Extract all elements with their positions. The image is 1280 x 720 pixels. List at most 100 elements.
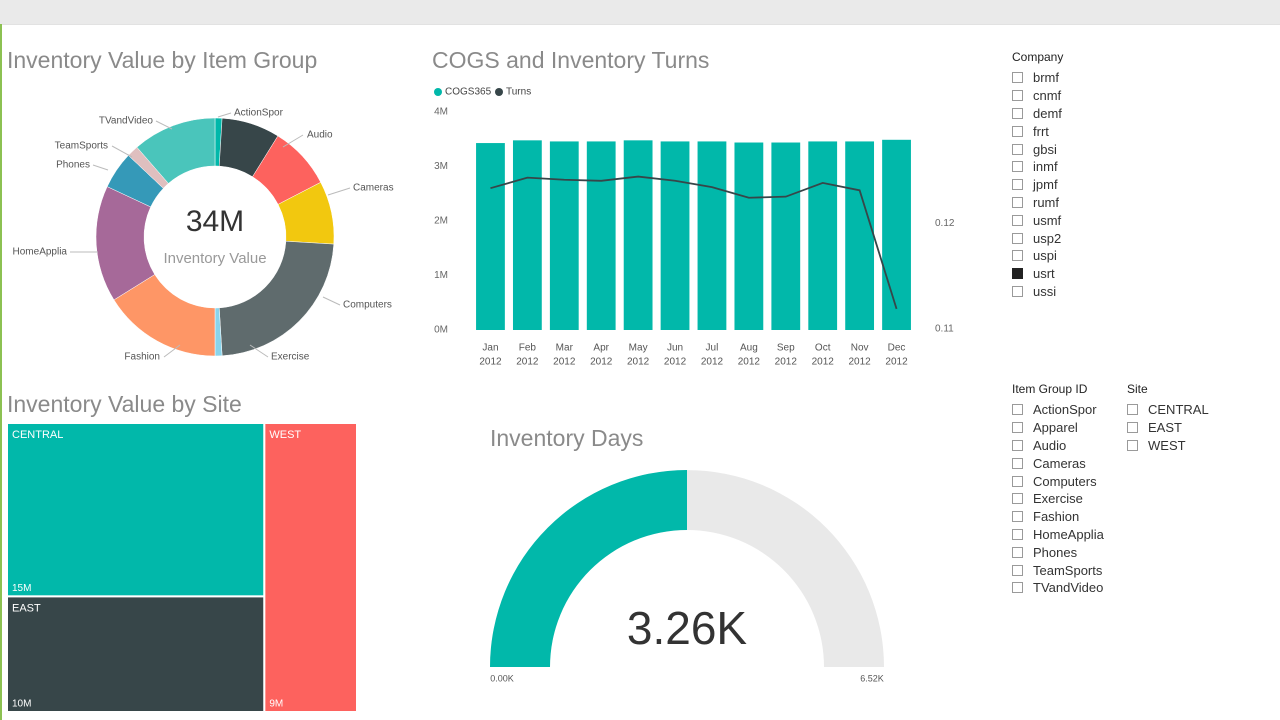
combo-x-year: 2012	[479, 357, 502, 368]
company-slicer-checkbox[interactable]	[1012, 232, 1023, 244]
site-slicer-item-east[interactable]: EAST	[1127, 419, 1209, 437]
combo-x-year: 2012	[701, 357, 724, 368]
item-group-slicer-item-cameras[interactable]: Cameras	[1012, 454, 1104, 472]
company-slicer-item-gbsi[interactable]: gbsi	[1012, 140, 1063, 158]
combo-x-year: 2012	[775, 357, 798, 368]
company-slicer-item-usp2[interactable]: usp2	[1012, 229, 1063, 247]
site-slicer-title: Site	[1127, 382, 1148, 396]
combo-bar-oct[interactable]	[808, 141, 838, 330]
company-slicer-checkbox[interactable]	[1012, 143, 1023, 155]
combo-bar-apr[interactable]	[586, 141, 616, 330]
item-group-slicer-checkbox[interactable]	[1012, 564, 1023, 576]
company-slicer-checkbox[interactable]	[1012, 72, 1023, 84]
item-group-slicer-checkbox[interactable]	[1012, 404, 1023, 416]
item-group-slicer-item-computers[interactable]: Computers	[1012, 472, 1104, 490]
item-group-slicer-title: Item Group ID	[1012, 382, 1088, 396]
combo-x-month: Oct	[815, 343, 831, 354]
company-slicer-checkbox[interactable]	[1012, 214, 1023, 226]
item-group-slicer-checkbox[interactable]	[1012, 582, 1023, 594]
company-slicer-checkbox[interactable]	[1012, 125, 1023, 137]
company-slicer-checkbox[interactable]	[1012, 285, 1023, 297]
donut-slice-4[interactable]	[218, 240, 335, 357]
combo-bar-sep[interactable]	[771, 142, 801, 330]
item-group-slicer-item-label: Phones	[1033, 544, 1078, 560]
combo-x-year: 2012	[590, 357, 613, 368]
company-slicer-checkbox[interactable]	[1012, 196, 1023, 208]
combo-legend-marker[interactable]	[495, 88, 503, 96]
item-group-slicer-item-apparel[interactable]: Apparel	[1012, 419, 1104, 437]
donut-leader-line	[155, 120, 173, 130]
company-slicer-item-uspi[interactable]: uspi	[1012, 247, 1063, 265]
combo-x-month: May	[629, 343, 648, 354]
combo-bar-jan[interactable]	[476, 143, 505, 330]
item-group-slicer-checkbox[interactable]	[1012, 546, 1023, 558]
combo-bar-jul[interactable]	[697, 141, 727, 330]
combo-x-month: Nov	[851, 343, 869, 354]
item-group-slicer-item-tvandvideo[interactable]: TVandVideo	[1012, 579, 1104, 597]
item-group-slicer-item-audio[interactable]: Audio	[1012, 437, 1104, 455]
combo-bar-dec[interactable]	[882, 139, 911, 330]
combo-bar-feb[interactable]	[512, 140, 542, 330]
company-slicer-checkbox[interactable]	[1012, 107, 1023, 119]
item-group-slicer-checkbox[interactable]	[1012, 511, 1023, 523]
company-slicer-item-usmf[interactable]: usmf	[1012, 211, 1063, 229]
company-slicer-item-ussi[interactable]: ussi	[1012, 283, 1063, 301]
donut-center-label: Inventory Value	[163, 250, 266, 267]
company-slicer-item-cnmf[interactable]: cnmf	[1012, 87, 1063, 105]
gauge-chart: 3.26K 0.00K 6.52K	[490, 470, 884, 683]
company-slicer-item-label: usrt	[1033, 266, 1055, 282]
combo-legend-marker[interactable]	[434, 88, 442, 96]
donut-slice-10[interactable]	[136, 117, 216, 184]
combo-bar-aug[interactable]	[734, 142, 764, 330]
item-group-slicer-checkbox[interactable]	[1012, 422, 1023, 434]
combo-bar-jun[interactable]	[660, 141, 690, 330]
treemap-tile-central[interactable]	[6, 422, 266, 598]
treemap-tile-west[interactable]	[263, 422, 358, 713]
site-slicer-checkbox[interactable]	[1127, 439, 1138, 451]
left-edge-accent	[0, 24, 2, 720]
company-slicer-checkbox[interactable]	[1012, 250, 1023, 262]
company-slicer-checkbox[interactable]	[1012, 179, 1023, 191]
company-slicer-item-usrt[interactable]: usrt	[1012, 265, 1063, 283]
donut-slice-label: Audio	[307, 130, 333, 141]
item-group-slicer-item-fashion[interactable]: Fashion	[1012, 508, 1104, 526]
treemap-tile-east[interactable]	[6, 595, 266, 713]
site-slicer-checkbox[interactable]	[1127, 404, 1138, 416]
company-slicer-item-demf[interactable]: demf	[1012, 105, 1063, 123]
combo-bar-mar[interactable]	[549, 141, 579, 330]
combo-right-tick: 0.12	[935, 218, 955, 229]
company-slicer-item-frrt[interactable]: frrt	[1012, 122, 1063, 140]
gauge-max-label: 6.52K	[860, 673, 884, 683]
combo-bar-may[interactable]	[623, 140, 653, 330]
combo-bar-nov[interactable]	[845, 141, 875, 330]
company-slicer-item-inmf[interactable]: inmf	[1012, 158, 1063, 176]
company-slicer-item-label: cnmf	[1033, 88, 1062, 104]
combo-turns-line[interactable]	[490, 175, 898, 310]
company-slicer-checkbox[interactable]	[1012, 161, 1023, 173]
combo-x-month: Jun	[667, 343, 683, 354]
company-slicer-item-rumf[interactable]: rumf	[1012, 194, 1063, 212]
company-slicer-item-brmf[interactable]: brmf	[1012, 69, 1063, 87]
item-group-slicer-item-exercise[interactable]: Exercise	[1012, 490, 1104, 508]
site-slicer-checkbox[interactable]	[1127, 422, 1138, 434]
combo-legend-label: COGS365	[445, 87, 492, 98]
item-group-slicer-checkbox[interactable]	[1012, 493, 1023, 505]
company-slicer-checkbox[interactable]	[1012, 90, 1023, 102]
site-slicer-item-central[interactable]: CENTRAL	[1127, 401, 1209, 419]
item-group-slicer-item-homeapplia[interactable]: HomeApplia	[1012, 526, 1104, 544]
gauge-fill[interactable]	[490, 470, 687, 667]
item-group-slicer-checkbox[interactable]	[1012, 439, 1023, 451]
company-slicer-checkbox[interactable]	[1012, 268, 1023, 280]
item-group-slicer-item-actionspor[interactable]: ActionSpor	[1012, 401, 1104, 419]
item-group-slicer-item-label: HomeApplia	[1033, 526, 1104, 542]
item-group-slicer-checkbox[interactable]	[1012, 528, 1023, 540]
item-group-slicer-item-teamsports[interactable]: TeamSports	[1012, 561, 1104, 579]
item-group-slicer-item-phones[interactable]: Phones	[1012, 543, 1104, 561]
site-slicer-item-west[interactable]: WEST	[1127, 437, 1209, 455]
company-slicer-item-jpmf[interactable]: jpmf	[1012, 176, 1063, 194]
item-group-slicer-checkbox[interactable]	[1012, 475, 1023, 487]
treemap-tile-value: 15M	[12, 583, 31, 594]
gauge-value: 3.26K	[627, 602, 748, 654]
combo-x-month: Feb	[519, 343, 537, 354]
item-group-slicer-checkbox[interactable]	[1012, 457, 1023, 469]
